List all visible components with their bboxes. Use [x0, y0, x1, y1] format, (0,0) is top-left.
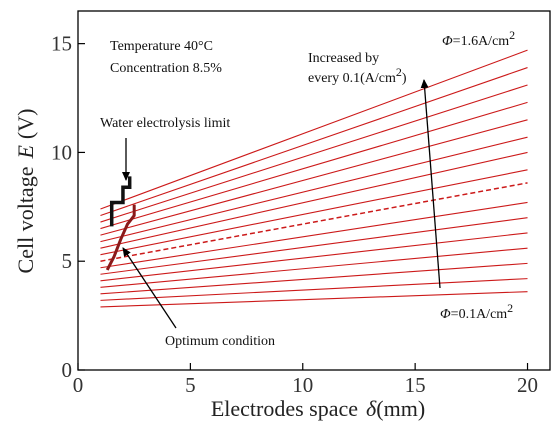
series-line	[100, 119, 528, 236]
x-axis-unit: (mm)	[376, 396, 425, 421]
y-tick-label: 0	[62, 358, 73, 382]
optimum-label: Optimum condition	[165, 334, 275, 349]
water-limit-label: Water electrolysis limit	[100, 116, 230, 131]
y-tick-label: 15	[51, 32, 72, 56]
series-line	[100, 262, 528, 295]
x-tick-label: 5	[185, 373, 196, 397]
increase-arrow	[420, 79, 441, 289]
x-tick-label: 15	[405, 373, 426, 397]
y-axis-label: Cell voltage E (V)	[13, 109, 38, 274]
increase-note-line2: every 0.1(A/cm2)	[308, 65, 407, 86]
y-axis-unit: (V)	[13, 109, 38, 140]
increase-note-line1: Increased by	[308, 51, 379, 66]
series-line	[100, 169, 528, 256]
optimum-pointer	[122, 247, 177, 329]
y-axis-label-text: Cell voltage	[13, 167, 38, 274]
optimum-condition-line	[105, 204, 136, 271]
y-tick-label: 5	[62, 249, 73, 273]
increase-note-end: )	[402, 71, 407, 86]
x-axis-ticks: 0 5 10 15 20	[73, 363, 538, 397]
x-tick-label: 0	[73, 373, 84, 397]
y-axis-symbol: E	[13, 145, 38, 160]
series-line	[100, 182, 528, 262]
increase-note-text: every 0.1(A/cm	[308, 71, 396, 86]
top-series-symbol: Φ	[442, 34, 453, 49]
condition-concentration: Concentration 8.5%	[110, 61, 222, 76]
bottom-series-symbol: Φ	[440, 307, 451, 322]
bottom-series-sup: 2	[507, 301, 513, 315]
top-series-sup: 2	[509, 28, 515, 42]
series-line	[100, 67, 528, 217]
bottom-series-label: Φ=0.1A/cm2	[440, 301, 513, 322]
series-line	[100, 201, 528, 269]
series-line	[100, 291, 528, 308]
series-line	[100, 136, 528, 243]
series-line	[100, 232, 528, 282]
series-lines	[100, 49, 528, 308]
series-line	[100, 151, 528, 249]
plot-frame	[77, 10, 551, 371]
series-line	[100, 247, 528, 288]
series-line	[100, 84, 528, 223]
top-series-value: =1.6A/cm	[453, 34, 510, 49]
x-tick-label: 10	[292, 373, 313, 397]
series-line	[100, 217, 528, 275]
y-axis-ticks: 0 5 10 15	[51, 32, 85, 382]
series-line	[100, 49, 528, 210]
x-tick-label: 20	[517, 373, 538, 397]
water-electrolysis-limit-line	[109, 176, 132, 227]
series-line	[100, 278, 528, 301]
x-axis-label: Electrodes space δ(mm)	[211, 396, 425, 421]
y-tick-label: 10	[51, 140, 72, 164]
condition-temperature: Temperature 40°C	[110, 39, 213, 54]
increase-note-sup: 2	[396, 65, 402, 79]
x-axis-symbol: δ	[366, 396, 377, 421]
bottom-series-value: =0.1A/cm	[451, 307, 508, 322]
x-axis-label-text: Electrodes space	[211, 396, 358, 421]
series-line	[100, 101, 528, 230]
top-series-label: Φ=1.6A/cm2	[442, 28, 515, 49]
